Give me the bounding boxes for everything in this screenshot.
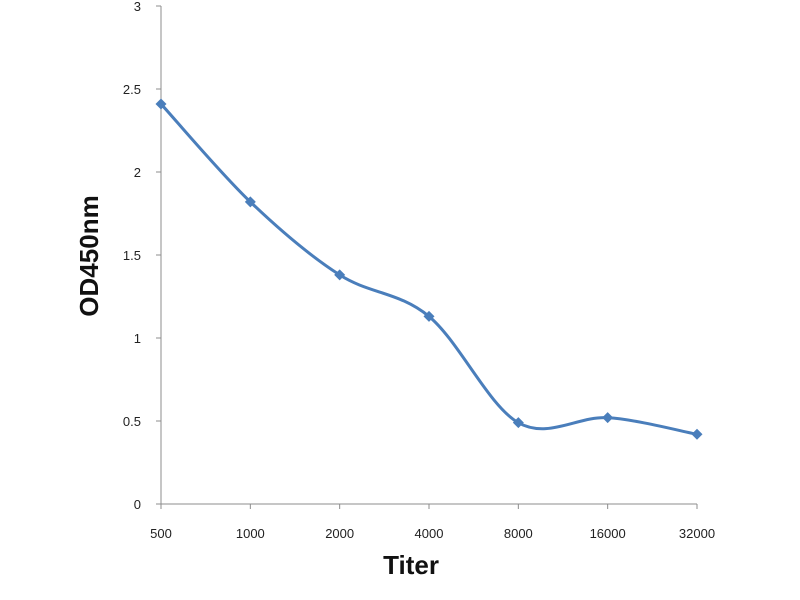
- x-axis-title: Titer: [383, 550, 439, 580]
- data-point-marker: [512, 417, 524, 429]
- x-tick-label: 500: [150, 526, 172, 541]
- data-point-marker: [602, 412, 614, 424]
- x-axis-ticks: 500 1000 2000 4000 8000 16000 32000: [150, 504, 715, 541]
- y-tick-label: 1: [134, 331, 141, 346]
- y-tick-label: 0.5: [123, 414, 141, 429]
- chart-axes: [160, 6, 697, 505]
- x-tick-label: 8000: [504, 526, 533, 541]
- y-axis-title: OD450nm: [74, 195, 104, 316]
- x-tick-label: 16000: [590, 526, 626, 541]
- data-point-marker: [423, 310, 435, 322]
- y-tick-label: 0: [134, 497, 141, 512]
- x-tick-label: 2000: [325, 526, 354, 541]
- data-point-marker: [691, 428, 703, 440]
- series-line: [159, 102, 699, 436]
- y-tick-label: 2: [134, 165, 141, 180]
- y-tick-label: 2.5: [123, 82, 141, 97]
- y-axis-ticks: 0 0.5 1 1.5 2 2.5 3: [123, 0, 161, 512]
- y-tick-label: 1.5: [123, 248, 141, 263]
- x-tick-label: 32000: [679, 526, 715, 541]
- data-point-marker: [155, 98, 167, 110]
- series-layer: [155, 98, 703, 440]
- y-tick-label: 3: [134, 0, 141, 14]
- x-tick-label: 1000: [236, 526, 265, 541]
- x-tick-label: 4000: [415, 526, 444, 541]
- data-point-marker: [334, 269, 346, 281]
- data-point-marker: [244, 196, 256, 208]
